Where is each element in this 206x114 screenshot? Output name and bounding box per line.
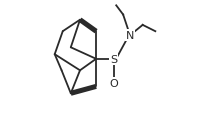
Text: O: O <box>110 78 118 88</box>
Text: S: S <box>110 54 117 64</box>
Text: N: N <box>126 31 134 41</box>
